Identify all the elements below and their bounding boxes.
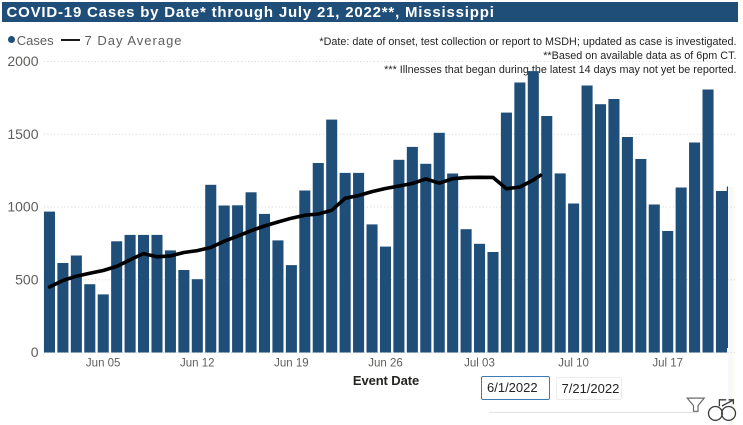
svg-text:Jun 19: Jun 19 <box>274 358 309 370</box>
svg-text:Jul 17: Jul 17 <box>652 358 683 370</box>
svg-text:Jun 05: Jun 05 <box>86 358 121 370</box>
svg-text:2000: 2000 <box>7 53 38 69</box>
svg-text:0: 0 <box>31 344 39 360</box>
svg-text:1500: 1500 <box>7 126 38 142</box>
svg-text:Jul 03: Jul 03 <box>464 358 495 370</box>
svg-text:500: 500 <box>15 271 39 287</box>
svg-text:Jun 26: Jun 26 <box>368 358 403 370</box>
svg-text:1000: 1000 <box>7 199 38 215</box>
svg-text:Jun 12: Jun 12 <box>180 358 215 370</box>
svg-text:Jul 10: Jul 10 <box>558 358 589 370</box>
